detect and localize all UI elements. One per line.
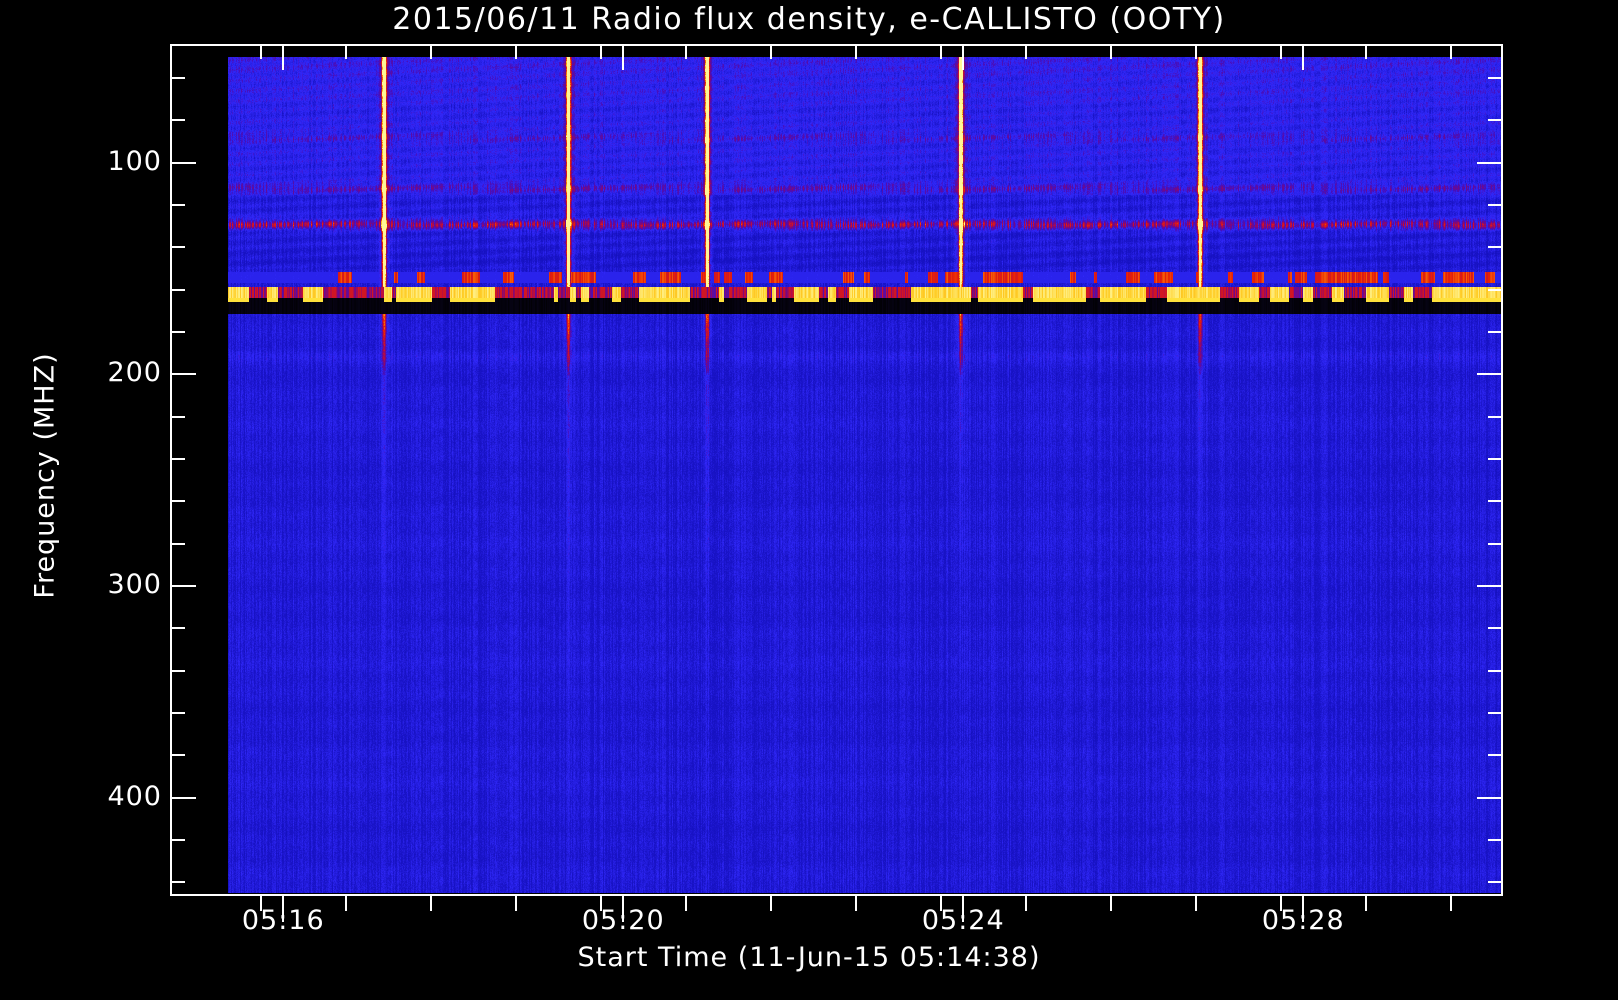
y-axis-minor-tick <box>170 331 185 334</box>
x-axis-minor-tick <box>854 896 857 911</box>
x-axis-major-tick-top <box>622 44 625 70</box>
y-axis-minor-tick <box>170 542 185 545</box>
y-axis-minor-tick <box>170 119 185 122</box>
x-axis-minor-tick <box>514 896 517 911</box>
y-axis-minor-tick <box>170 204 185 207</box>
y-axis-minor-tick <box>170 288 185 291</box>
x-axis-major-tick <box>282 896 285 922</box>
y-axis-minor-tick <box>170 754 185 757</box>
x-axis-major-tick-top <box>282 44 285 70</box>
x-axis-minor-tick-top <box>599 44 602 59</box>
y-axis-tick-label: 400 <box>107 780 162 812</box>
x-axis-minor-tick <box>259 896 262 911</box>
y-axis-minor-tick-right <box>1488 246 1503 249</box>
x-axis-minor-tick-top <box>769 44 772 59</box>
y-axis-minor-tick <box>170 839 185 842</box>
x-axis-minor-tick-top <box>1279 44 1282 59</box>
y-axis-major-tick-right <box>1477 585 1503 588</box>
x-axis-major-tick <box>1302 896 1305 922</box>
y-axis-minor-tick-right <box>1488 881 1503 884</box>
y-axis-minor-tick-right <box>1488 669 1503 672</box>
x-axis-minor-tick <box>1194 896 1197 911</box>
y-axis-major-tick <box>170 161 196 164</box>
y-axis-minor-tick-right <box>1488 331 1503 334</box>
y-axis-minor-tick-right <box>1488 542 1503 545</box>
y-axis-tick-label: 200 <box>107 357 162 389</box>
y-axis-major-tick <box>170 585 196 588</box>
y-axis-minor-tick-right <box>1488 754 1503 757</box>
x-axis-minor-tick-top <box>1024 44 1027 59</box>
y-axis-minor-tick-right <box>1488 839 1503 842</box>
x-axis-minor-tick-top <box>1194 44 1197 59</box>
y-axis-minor-tick <box>170 458 185 461</box>
x-axis-minor-tick-top <box>514 44 517 59</box>
x-axis-minor-tick-top <box>259 44 262 59</box>
y-axis-minor-tick-right <box>1488 500 1503 503</box>
y-axis-title: Frequency (MHZ) <box>29 352 61 599</box>
y-axis-minor-tick-right <box>1488 77 1503 80</box>
x-axis-minor-tick-top <box>1364 44 1367 59</box>
y-axis-minor-tick <box>170 881 185 884</box>
x-axis-minor-tick-top <box>1449 44 1452 59</box>
x-axis-tick-label: 05:24 <box>921 905 1005 936</box>
y-axis-minor-tick-right <box>1488 288 1503 291</box>
y-axis-minor-tick <box>170 500 185 503</box>
x-axis-minor-tick <box>1109 896 1112 911</box>
y-axis-minor-tick-right <box>1488 458 1503 461</box>
x-axis-tick-label: 05:28 <box>1261 905 1345 936</box>
x-axis-minor-tick <box>429 896 432 911</box>
y-axis-tick-label: 300 <box>107 569 162 601</box>
x-axis-minor-tick-top <box>854 44 857 59</box>
y-axis-minor-tick <box>170 77 185 80</box>
x-axis-minor-tick <box>1364 896 1367 911</box>
x-axis-major-tick <box>962 896 965 922</box>
x-axis-minor-tick-top <box>939 44 942 59</box>
x-axis-minor-tick <box>599 896 602 911</box>
x-axis-minor-tick-top <box>684 44 687 59</box>
page-title: 2015/06/11 Radio flux density, e-CALLIST… <box>392 2 1226 37</box>
x-axis-tick-label: 05:16 <box>241 905 325 936</box>
x-axis-minor-tick-top <box>429 44 432 59</box>
y-axis-major-tick-right <box>1477 796 1503 799</box>
y-axis-major-tick-right <box>1477 373 1503 376</box>
y-axis-minor-tick <box>170 627 185 630</box>
x-axis-minor-tick <box>769 896 772 911</box>
x-axis-tick-label: 05:20 <box>581 905 665 936</box>
y-axis-major-tick <box>170 373 196 376</box>
x-axis-minor-tick <box>1449 896 1452 911</box>
y-axis-minor-tick <box>170 712 185 715</box>
y-axis-minor-tick-right <box>1488 119 1503 122</box>
y-axis-tick-label: 100 <box>107 145 162 177</box>
y-axis-minor-tick <box>170 669 185 672</box>
x-axis-minor-tick <box>344 896 347 911</box>
y-axis-major-tick <box>170 796 196 799</box>
y-axis-minor-tick <box>170 246 185 249</box>
x-axis-title: Start Time (11-Jun-15 05:14:38) <box>577 942 1041 973</box>
x-axis-minor-tick <box>1024 896 1027 911</box>
plot-frame <box>170 44 1503 896</box>
y-axis-minor-tick-right <box>1488 204 1503 207</box>
x-axis-major-tick-top <box>1302 44 1305 70</box>
x-axis-major-tick <box>622 896 625 922</box>
x-axis-minor-tick <box>1279 896 1282 911</box>
x-axis-minor-tick-top <box>344 44 347 59</box>
spectrogram-image <box>228 57 1503 893</box>
x-axis-minor-tick <box>684 896 687 911</box>
x-axis-major-tick-top <box>962 44 965 70</box>
x-axis-minor-tick <box>939 896 942 911</box>
y-axis-minor-tick-right <box>1488 712 1503 715</box>
y-axis-major-tick-right <box>1477 161 1503 164</box>
y-axis-minor-tick-right <box>1488 627 1503 630</box>
x-axis-minor-tick-top <box>1109 44 1112 59</box>
y-axis-minor-tick-right <box>1488 415 1503 418</box>
y-axis-minor-tick <box>170 415 185 418</box>
